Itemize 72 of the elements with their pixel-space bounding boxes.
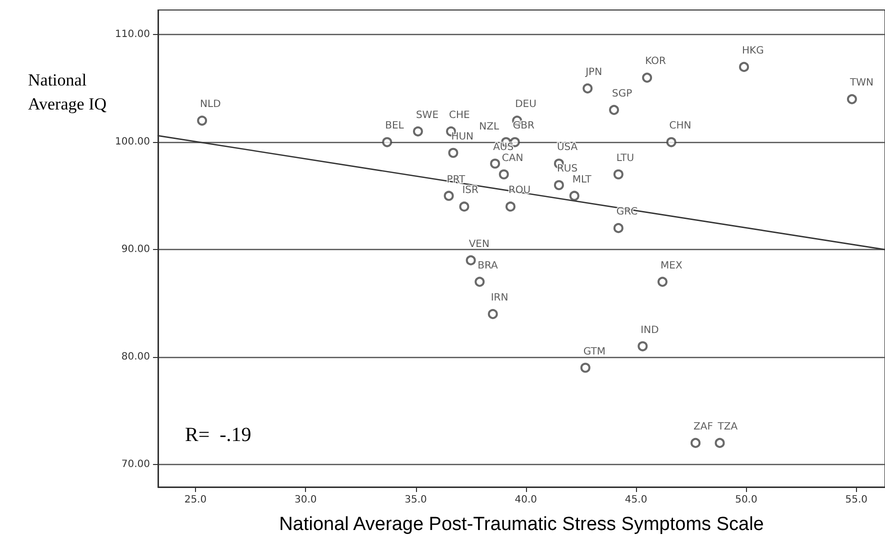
y-tick-label: 80.00: [121, 352, 150, 363]
y-tick-label: 100.00: [115, 136, 150, 148]
data-label: JPN: [584, 66, 602, 78]
data-label: NLD: [200, 99, 222, 110]
data-label: GTM: [583, 346, 606, 358]
x-tick-label: 35.0: [404, 494, 427, 506]
point: [444, 190, 454, 201]
data-label: MEX: [660, 260, 682, 272]
data-label: TWN: [848, 78, 874, 89]
point: [197, 116, 208, 126]
x-tick-label: 55.0: [845, 494, 868, 506]
point: [739, 62, 750, 72]
point: [690, 438, 701, 448]
x-tick-label: 25.0: [184, 494, 207, 506]
data-label: ISR: [462, 185, 479, 196]
point: [613, 169, 624, 180]
y-tick-label: 110.00: [115, 29, 150, 40]
data-label: NZL: [479, 122, 500, 133]
data-label: VEN: [468, 238, 490, 250]
data-label: HUN: [451, 131, 474, 142]
data-label: DEU: [515, 99, 536, 110]
data-label: GRC: [616, 206, 638, 218]
point: [474, 276, 485, 287]
y-tick-label: 90.00: [121, 244, 150, 256]
point: [846, 94, 857, 104]
point: [658, 276, 668, 287]
point: [666, 137, 676, 148]
point: [609, 104, 620, 115]
point: [554, 180, 564, 190]
data-label: KOR: [645, 56, 666, 68]
data-label: SGP: [612, 88, 632, 100]
data-label: HKG: [742, 45, 764, 56]
data-label: BRA: [478, 260, 498, 272]
point: [613, 223, 624, 234]
data-label: CAN: [502, 152, 524, 164]
data-label: TZA: [716, 421, 738, 432]
point: [490, 158, 500, 169]
point: [466, 255, 476, 266]
point: [580, 362, 590, 373]
data-label: LTU: [616, 152, 634, 164]
data-label: IND: [640, 324, 660, 336]
data-label: GBR: [512, 120, 534, 132]
x-tick-label: 30.0: [294, 494, 317, 506]
point: [412, 126, 423, 136]
data-label: MLT: [572, 174, 592, 186]
point: [638, 341, 648, 352]
point: [582, 83, 593, 94]
point: [448, 148, 458, 158]
data-label: ZAF: [694, 421, 714, 432]
y-axis-title: National Average IQ: [28, 70, 107, 114]
point: [642, 72, 652, 83]
point: [382, 137, 392, 148]
data-label: RUS: [556, 164, 578, 175]
x-tick-label: 40.0: [514, 494, 538, 506]
y-tick-label: 70.00: [121, 458, 150, 470]
data-label: USA: [556, 142, 578, 154]
point: [505, 202, 516, 212]
data-label: IRN: [490, 292, 508, 304]
data-label: CHN: [669, 120, 692, 132]
annotation: R= -.19: [185, 424, 252, 446]
point: [714, 438, 725, 448]
data-label: CHE: [449, 110, 470, 121]
data-label: SWE: [416, 110, 439, 121]
x-tick-label: 50.0: [735, 494, 758, 506]
point: [459, 202, 470, 212]
data-label: BEL: [385, 120, 404, 132]
point: [498, 169, 509, 180]
point: [488, 309, 498, 320]
x-axis-title: National Average Post-Traumatic Stress Symptoms Scale: [279, 514, 764, 535]
x-tick-label: 45.0: [624, 494, 648, 506]
point: [569, 190, 580, 201]
data-label: AUS: [493, 142, 514, 154]
